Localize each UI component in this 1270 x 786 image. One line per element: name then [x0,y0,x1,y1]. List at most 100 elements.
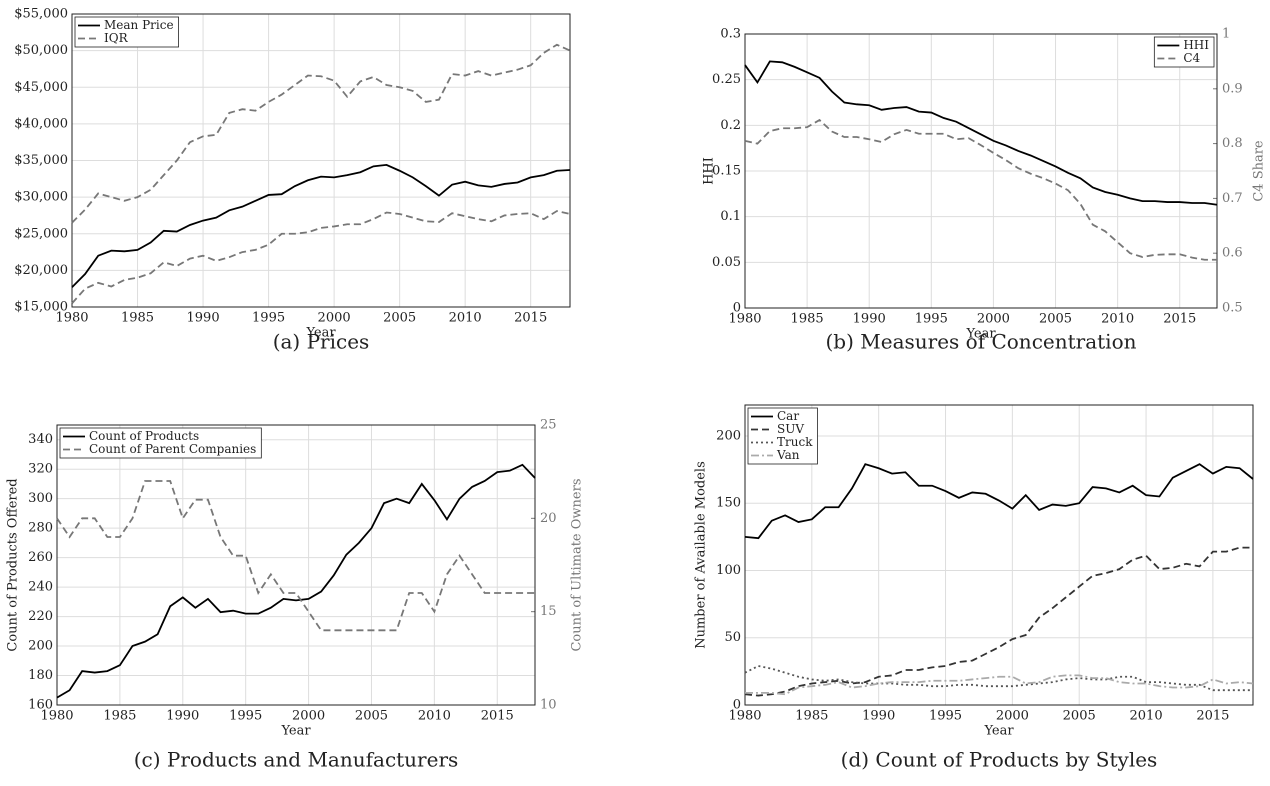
x-tick-label: 1995 [252,311,285,326]
x-tick-label: 1990 [166,709,199,724]
y-tick-label: $25,000 [14,226,68,241]
x-tick-label: 1985 [121,311,154,326]
y-axis-label: HHI [702,157,717,185]
caption: (a) Prices [273,330,370,354]
plot-frame [71,13,571,308]
x-tick-label: 1990 [187,311,220,326]
y-tick-label: 0.15 [712,164,741,179]
x-tick-label: 2005 [355,709,388,724]
x-tick-label: 1990 [862,709,895,724]
legend-label: IQR [104,31,129,45]
y-tick-label: 240 [28,580,53,595]
y-tick-label: 320 [28,462,53,477]
y-tick-label: 280 [28,521,53,536]
x-tick-label: 2010 [418,709,451,724]
y2-tick-label: 15 [540,604,557,619]
y-tick-label: 0.1 [720,209,741,224]
y-tick-label: 340 [28,432,53,447]
y-tick-label: 0 [733,698,741,713]
series-line [744,60,1218,206]
series-line [744,463,1254,540]
series-line [71,210,571,304]
x-tick-label: 2015 [514,311,547,326]
x-tick-label: 2000 [996,709,1029,724]
x-axis-label: Year [983,724,1014,739]
y-tick-label: 0.2 [720,118,741,133]
y-tick-label: 50 [724,630,741,645]
x-tick-label: 2015 [1163,312,1196,327]
legend-label: Mean Price [104,18,174,32]
x-axis-label: Year [965,327,996,342]
y-tick-label: $45,000 [14,80,68,95]
y-tick-label: $15,000 [14,300,68,315]
x-tick-label: 1985 [795,709,828,724]
series-line [745,674,1254,696]
y-tick-label: 200 [716,428,741,443]
y2-tick-label: 10 [540,698,557,713]
x-tick-label: 1995 [929,709,962,724]
y2-tick-label: 1 [1222,27,1230,42]
y-tick-label: $20,000 [14,263,68,278]
series-line [71,43,571,224]
legend-label: Car [777,409,799,423]
series-line [56,463,536,699]
legend-label: Count of Products [89,429,199,443]
plot-frame [744,33,1218,309]
y2-tick-label: 0.7 [1222,191,1243,206]
series-line [744,665,1253,692]
caption: (b) Measures of Concentration [826,330,1137,354]
series-line [744,546,1253,697]
x-tick-label: 2005 [383,311,416,326]
series-line [56,480,535,632]
legend-box [1153,36,1215,68]
x-tick-label: 1980 [728,709,761,724]
y-tick-label: 220 [28,609,53,624]
x-tick-label: 1980 [55,311,88,326]
caption: (d) Count of Products by Styles [841,748,1158,772]
x-tick-label: 1995 [915,312,948,327]
x-tick-label: 2010 [1101,312,1134,327]
x-tick-label: 2000 [977,312,1010,327]
x-axis-label: Year [280,724,311,739]
x-tick-label: 1990 [853,312,886,327]
y-tick-label: 180 [28,668,53,683]
legend-box [74,16,179,48]
y-tick-label: 300 [28,491,53,506]
series-line [744,118,1217,261]
y-tick-label: 200 [28,639,53,654]
x-tick-label: 1985 [791,312,824,327]
y-tick-label: 100 [716,563,741,578]
y2-tick-label: 0.6 [1222,246,1243,261]
y-tick-label: 0.05 [712,255,741,270]
y-tick-label: 150 [716,496,741,511]
y-axis-label: Count of Products Offered [6,478,21,651]
y2-axis-label: Count of Ultimate Owners [570,478,585,651]
y2-tick-label: 0.9 [1222,81,1243,96]
x-tick-label: 1980 [40,709,73,724]
y-tick-label: $55,000 [14,7,68,22]
plot-frame [744,404,1254,706]
x-tick-label: 2005 [1063,709,1096,724]
legend-box [59,427,262,459]
x-axis-label: Year [305,326,336,341]
y2-tick-label: 0.8 [1222,136,1243,151]
y-axis-label: Number of Available Models [694,461,709,649]
y-tick-label: 0 [733,301,741,316]
series-line [71,163,571,288]
legend-label: Count of Parent Companies [89,442,256,456]
legend-label: HHI [1183,38,1209,52]
y-tick-label: $40,000 [14,116,68,131]
x-tick-label: 2015 [481,709,514,724]
x-tick-label: 1985 [103,709,136,724]
y-tick-label: 260 [28,550,53,565]
y-tick-label: $50,000 [14,43,68,58]
x-tick-label: 2005 [1039,312,1072,327]
x-tick-label: 1995 [229,709,262,724]
legend-label: Van [776,448,800,462]
y-tick-label: 0.25 [712,72,741,87]
y-tick-label: $35,000 [14,153,68,168]
y2-tick-label: 25 [540,418,557,433]
y-tick-label: 0.3 [720,27,741,42]
x-tick-label: 2000 [318,311,351,326]
